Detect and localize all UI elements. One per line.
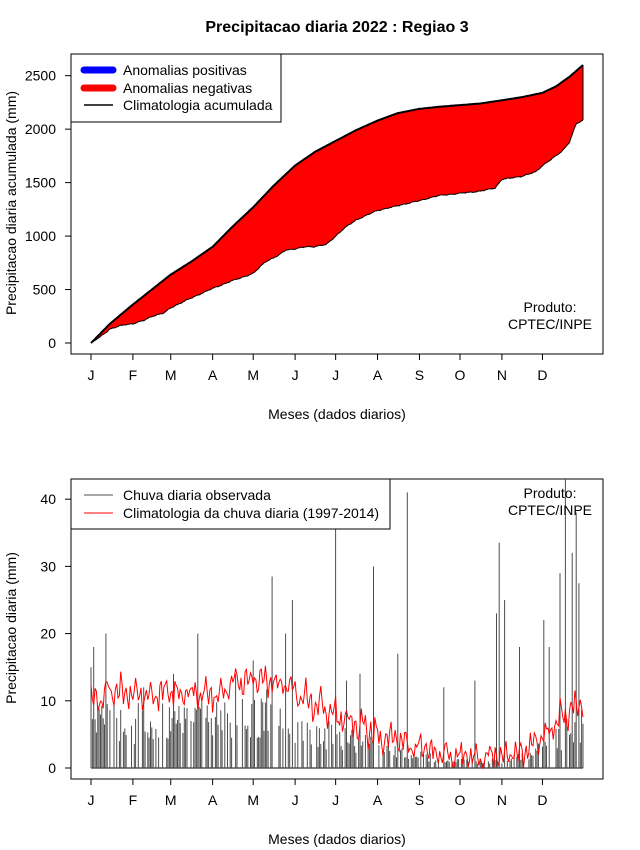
cumulative-y-axis: 0 500 1000 1500 2000 2500	[25, 68, 71, 351]
x-tick-label: A	[208, 367, 218, 383]
x-tick-label: J	[292, 792, 299, 808]
x-tick-label: A	[373, 792, 383, 808]
product-label-2: Produto:	[524, 485, 577, 501]
product-label-1: Produto:	[524, 299, 577, 315]
y-tick-label: 1500	[25, 175, 56, 191]
daily-y-label: Precipitacao diaria (mm)	[3, 552, 19, 704]
x-tick-label: M	[165, 367, 177, 383]
x-tick-label: J	[88, 367, 95, 383]
cumulative-chart: 0 500 1000 1500 2000 2500 J F M A M J J A S O N D Precip…	[3, 53, 604, 422]
x-tick-label: A	[373, 367, 383, 383]
x-tick-label: D	[537, 367, 547, 383]
y-tick-label: 20	[40, 626, 56, 642]
y-tick-label: 10	[40, 693, 56, 709]
legend-label-negative: Anomalias negativas	[123, 80, 252, 96]
cumulative-x-label: Meses (dados diarios)	[268, 406, 406, 422]
x-tick-label: M	[247, 367, 259, 383]
x-tick-label: M	[165, 792, 177, 808]
cumulative-y-label: Precipitacao diaria acumulada (mm)	[3, 91, 19, 315]
y-tick-label: 0	[48, 335, 56, 351]
x-tick-label: N	[497, 792, 507, 808]
climatology-cumulative-line	[90, 64, 584, 344]
y-tick-label: 2500	[25, 68, 56, 84]
legend-label-climatology: Climatologia acumulada	[123, 97, 273, 113]
cumulative-legend: Anomalias positivas Anomalias negativas …	[70, 53, 282, 123]
legend-box-2	[70, 478, 391, 530]
product-source-1: CPTEC/INPE	[508, 316, 592, 332]
x-tick-label: O	[455, 367, 466, 383]
x-tick-label: J	[332, 367, 339, 383]
daily-chart: 0 10 20 30 40 J F M A M J J A S O N D Precipitacao diar…	[3, 478, 604, 847]
figure-title: Precipitacao diaria 2022 : Regiao 3	[205, 19, 468, 36]
y-tick-label: 0	[48, 760, 56, 776]
observed-daily-bars	[90, 479, 584, 768]
x-tick-label: S	[415, 367, 424, 383]
daily-x-label: Meses (dados diarios)	[268, 831, 406, 847]
legend-label-observed: Chuva diaria observada	[123, 487, 271, 503]
x-tick-label: O	[455, 792, 466, 808]
climatology-daily-line	[90, 665, 584, 770]
negative-anomaly-area	[91, 65, 583, 343]
x-tick-label: N	[497, 367, 507, 383]
x-tick-label: D	[537, 792, 547, 808]
x-tick-label: M	[247, 792, 259, 808]
x-tick-label: J	[88, 792, 95, 808]
daily-legend: Chuva diaria observada Climatologia da c…	[70, 478, 391, 530]
x-tick-label: F	[129, 367, 138, 383]
y-tick-label: 2000	[25, 121, 56, 137]
y-tick-label: 1000	[25, 228, 56, 244]
y-tick-label: 40	[40, 491, 56, 507]
product-source-2: CPTEC/INPE	[508, 502, 592, 518]
x-tick-label: J	[332, 792, 339, 808]
x-tick-label: A	[208, 792, 218, 808]
observed-cumulative-line	[90, 119, 584, 344]
x-tick-label: S	[415, 792, 424, 808]
y-tick-label: 30	[40, 558, 56, 574]
y-tick-label: 500	[33, 282, 57, 298]
legend-label-positive: Anomalias positivas	[123, 62, 247, 78]
x-tick-label: F	[129, 792, 138, 808]
daily-y-axis: 0 10 20 30 40	[40, 491, 71, 776]
legend-label-daily-climatology: Climatologia da chuva diaria (1997-2014)	[123, 505, 379, 521]
x-tick-label: J	[292, 367, 299, 383]
